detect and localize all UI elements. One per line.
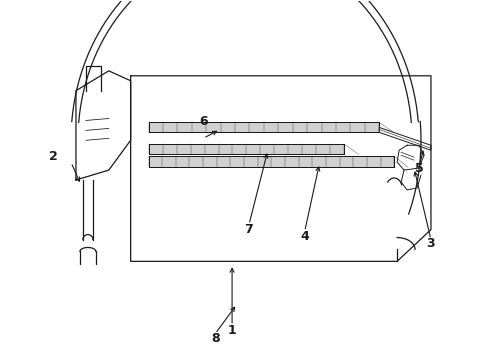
Polygon shape: [148, 122, 379, 132]
Text: 3: 3: [427, 238, 435, 251]
Polygon shape: [379, 127, 431, 150]
Polygon shape: [148, 156, 394, 167]
Text: 5: 5: [415, 162, 423, 175]
Text: 4: 4: [300, 230, 309, 243]
Text: 8: 8: [211, 332, 220, 345]
Text: 2: 2: [49, 150, 57, 163]
Text: 1: 1: [228, 324, 237, 337]
Text: 7: 7: [245, 222, 253, 235]
Text: 6: 6: [199, 116, 208, 129]
Polygon shape: [148, 144, 344, 154]
